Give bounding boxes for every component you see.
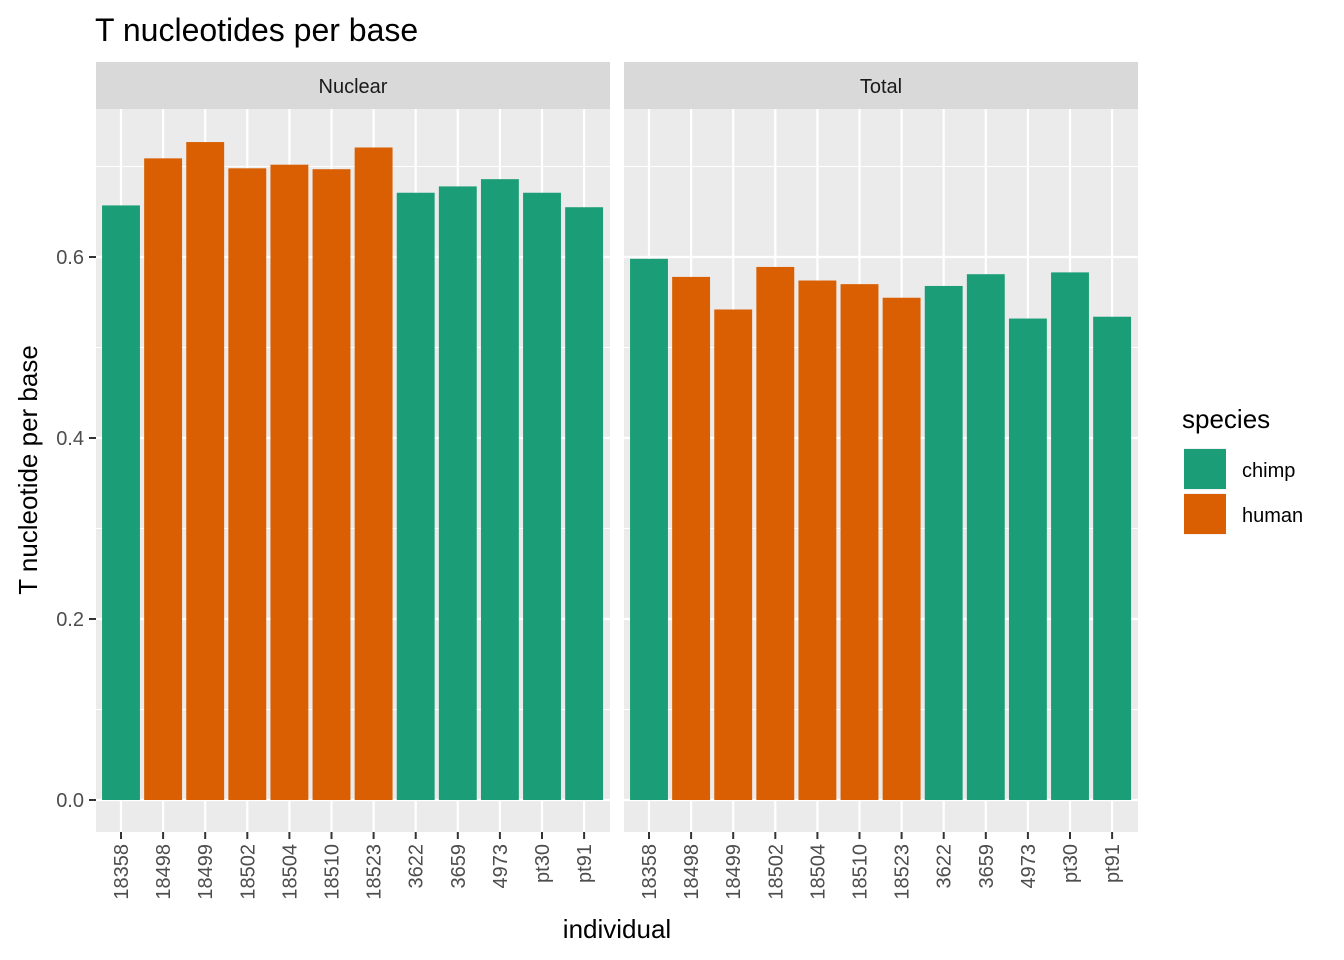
bar-nuclear-18499: [186, 142, 225, 800]
bar-total-18510: [840, 284, 879, 800]
facet-strip-label: Nuclear: [319, 76, 388, 98]
x-tick-label: 18498: [153, 844, 175, 900]
bar-total-pt30: [1051, 272, 1089, 800]
bar-nuclear-3622: [396, 192, 435, 800]
x-tick-label: 18502: [237, 844, 259, 900]
facet-panel-nuclear: Nuclear 18358 18498 18499 18502 18504 18510 185…: [96, 62, 610, 900]
bar-nuclear-pt30: [523, 192, 561, 800]
x-tick-label: 4973: [490, 844, 512, 889]
x-tick-label: 3659: [976, 844, 998, 889]
bar-nuclear-18358: [102, 205, 140, 801]
y-axis-label: T nucleotide per base: [13, 345, 43, 595]
x-tick-label: 18499: [195, 844, 217, 900]
x-tick-label: 3622: [406, 844, 428, 889]
bar-nuclear-18502: [228, 168, 267, 800]
x-tick-label: 18510: [850, 844, 872, 900]
x-tick-label: 18499: [723, 844, 745, 900]
bar-nuclear-18498: [144, 158, 183, 801]
x-tick-label: 18502: [765, 844, 787, 900]
facet-strip: [96, 62, 610, 109]
x-tick-label: pt91: [1102, 844, 1124, 883]
bar-total-pt91: [1093, 316, 1132, 800]
y-tick-label: 0.4: [56, 428, 84, 450]
x-tick-label: 3659: [448, 844, 470, 889]
legend-swatch-human: [1184, 494, 1226, 534]
facet-strip: [624, 62, 1138, 109]
bar-total-18504: [798, 280, 837, 800]
bar-total-18499: [714, 309, 753, 800]
x-tick-label: 18498: [681, 844, 703, 900]
bar-total-18523: [882, 297, 921, 800]
bar-total-18502: [756, 266, 795, 801]
bar-total-3659: [966, 274, 1005, 800]
x-tick-label: 18523: [364, 844, 386, 900]
x-tick-label: pt30: [532, 844, 554, 883]
x-tick-label: pt91: [574, 844, 596, 883]
x-tick-label: 3622: [934, 844, 956, 889]
facet-panels: Nuclear 18358 18498 18499 18502 18504 18510 185…: [96, 62, 1138, 900]
legend-swatch-chimp: [1184, 449, 1226, 489]
chart-title: T nucleotides per base: [95, 12, 418, 48]
x-tick-label: 18358: [111, 844, 133, 900]
bar-total-18358: [630, 258, 668, 800]
y-tick-label: 0.0: [56, 790, 84, 812]
x-tick-label: 18523: [892, 844, 914, 900]
bar-nuclear-18510: [312, 169, 351, 801]
x-tick-label: pt30: [1060, 844, 1082, 883]
x-tick-label: 18504: [807, 844, 829, 900]
bar-nuclear-18504: [270, 164, 309, 800]
bar-total-4973: [1008, 318, 1047, 800]
y-axis: 0.0 0.2 0.4 0.6: [56, 247, 96, 812]
bar-nuclear-3659: [438, 186, 477, 800]
legend-title: species: [1182, 404, 1270, 434]
bar-nuclear-pt91: [565, 207, 604, 801]
y-tick-label: 0.6: [56, 247, 84, 269]
x-tick-label: 18358: [639, 844, 661, 900]
bar-nuclear-4973: [480, 179, 519, 801]
legend-label-human: human: [1242, 505, 1303, 527]
x-axis-label: individual: [563, 914, 671, 944]
bar-total-3622: [924, 285, 963, 801]
bar-nuclear-18523: [354, 147, 393, 800]
y-tick-label: 0.2: [56, 609, 84, 631]
facet-panel-total: Total 18358 18498 18499 18502 18504 18510 18523…: [624, 62, 1138, 900]
facet-strip-label: Total: [860, 76, 902, 98]
x-tick-label: 4973: [1018, 844, 1040, 889]
bar-total-18498: [672, 276, 711, 800]
x-tick-label: 18504: [279, 844, 301, 900]
legend: species chimp human: [1182, 404, 1303, 535]
x-tick-label: 18510: [322, 844, 344, 900]
legend-label-chimp: chimp: [1242, 460, 1295, 482]
